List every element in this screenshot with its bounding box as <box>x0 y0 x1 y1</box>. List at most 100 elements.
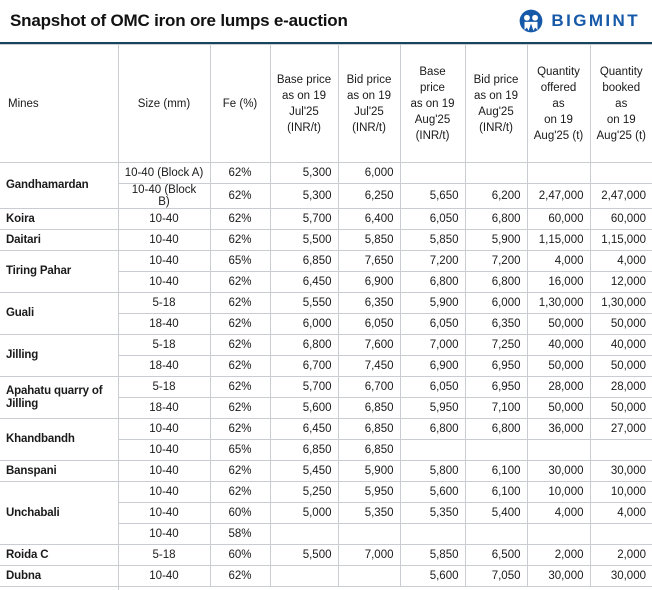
table-row: Roida C 5-18 60% 5,500 7,000 5,850 6,500 2,000 2… <box>0 544 652 566</box>
cell-bid-jul: 6,350 <box>337 292 401 314</box>
mine-name-cell: Roida C <box>0 544 119 566</box>
mine-name-cell: Guali <box>0 292 119 335</box>
cell-fe: 62% <box>209 229 271 251</box>
cell-qty-booked <box>589 439 652 461</box>
mine-name-cell: Jilling <box>0 334 119 377</box>
table-row: Jilling 5-18 62% 6,800 7,600 7,000 7,250 40,000… <box>0 334 652 377</box>
cell-base-aug: 5,850 <box>399 544 466 566</box>
cell-base-aug: 5,950 <box>399 397 466 419</box>
cell-bid-jul: 6,000 <box>337 162 401 184</box>
cell-bid-aug: 6,800 <box>464 418 528 440</box>
cell-base-aug <box>399 523 466 545</box>
cell-qty-booked: 28,000 <box>589 376 652 398</box>
col-header-line: Aug'25 (t) <box>533 129 584 142</box>
cell-bid-aug <box>464 162 528 184</box>
cell-size: 10-40 <box>117 229 211 251</box>
cell-base-jul: 5,000 <box>269 502 339 524</box>
total-row: Total 9,02,0008,89,000 <box>0 586 652 590</box>
cell-size: 10-40 (Block A) <box>117 162 211 184</box>
cell-size: 5-18 <box>117 334 211 356</box>
col-header-line: Base price <box>276 73 332 86</box>
col-header-line: Quantity <box>537 65 580 78</box>
cell-size: 18-40 <box>118 313 211 335</box>
cell-size: 10-40 <box>118 271 211 293</box>
cell-bid-aug: 6,800 <box>464 208 528 230</box>
col-header-line: (INR/t) <box>287 121 321 134</box>
cell-base-jul: 6,450 <box>269 271 339 293</box>
col-header-line: (INR/t) <box>415 129 450 142</box>
cell-qty-offered: 4,000 <box>526 502 591 524</box>
cell-qty-booked: 40,000 <box>589 334 652 356</box>
cell-size: 18-40 <box>118 397 211 419</box>
cell-qty-booked: 1,15,000 <box>589 229 652 251</box>
cell-base-jul: 6,000 <box>269 313 339 335</box>
mine-name-cell: Banspani <box>0 460 119 482</box>
cell-bid-aug: 6,950 <box>464 355 528 377</box>
col-header-line: Bid price <box>346 73 392 86</box>
cell-size: 5-18 <box>117 376 211 398</box>
cell-bid-jul: 5,900 <box>337 460 401 482</box>
cell-bid-aug: 6,350 <box>464 313 528 335</box>
col-header-line: Quantity <box>599 65 643 78</box>
total-base-jul <box>270 586 338 590</box>
cell-base-jul <box>269 565 339 587</box>
col-header-line: Aug'25 <box>478 105 514 118</box>
cell-base-jul <box>269 523 339 545</box>
table-body: Gandhamardan 10-40 (Block A) 62% 5,300 6,000… <box>0 162 652 590</box>
cell-base-jul: 5,300 <box>269 183 339 209</box>
cell-qty-offered: 50,000 <box>526 355 591 377</box>
mine-name-cell: Dubna <box>0 565 119 587</box>
cell-qty-offered: 30,000 <box>526 565 591 587</box>
cell-qty-booked: 60,000 <box>589 208 652 230</box>
cell-bid-jul: 5,950 <box>337 481 401 503</box>
cell-size: 5-18 <box>117 544 211 566</box>
col-header-line: Size (mm) <box>137 97 191 110</box>
cell-qty-offered: 4,000 <box>526 250 591 272</box>
cell-base-aug: 5,600 <box>399 481 466 503</box>
col-header-line: on 19 <box>544 113 573 126</box>
cell-qty-booked <box>589 162 652 184</box>
cell-base-jul: 5,300 <box>269 162 339 184</box>
cell-qty-booked: 50,000 <box>589 313 652 335</box>
mine-name-cell: Daitari <box>0 229 119 251</box>
table-row: Dubna 10-40 62% 5,600 7,050 30,000 30,000 <box>0 565 652 587</box>
cell-bid-jul: 6,850 <box>337 439 401 461</box>
cell-base-jul: 5,250 <box>269 481 339 503</box>
col-header-line: Bid price <box>473 73 519 86</box>
cell-bid-jul: 6,400 <box>337 208 401 230</box>
cell-qty-booked: 30,000 <box>589 565 652 587</box>
cell-size: 5-18 <box>117 292 211 314</box>
cell-fe: 62% <box>209 183 271 209</box>
cell-qty-booked: 10,000 <box>589 481 652 503</box>
cell-fe: 62% <box>209 418 271 440</box>
cell-base-aug: 6,800 <box>399 271 466 293</box>
cell-qty-offered: 28,000 <box>526 376 591 398</box>
col-header-size: Size (mm) <box>117 44 211 163</box>
cell-bid-aug: 6,200 <box>464 183 528 209</box>
cell-fe: 62% <box>209 376 271 398</box>
col-header-base-price-aug: Base price as on 19 Aug'25 (INR/t) <box>399 44 466 163</box>
cell-fe: 58% <box>209 523 271 545</box>
cell-qty-offered: 30,000 <box>526 460 591 482</box>
col-header-line: Fe (%) <box>222 97 258 110</box>
cell-bid-jul: 6,700 <box>337 376 401 398</box>
table-row: Tiring Pahar 10-40 65% 6,850 7,650 7,200 7,200… <box>0 250 652 293</box>
total-label: Total <box>0 586 119 590</box>
cell-bid-jul <box>337 565 401 587</box>
cell-base-aug: 6,050 <box>399 313 466 335</box>
table-row: 10-40 60% 5,000 5,350 5,350 5,400 4,000 4,000 <box>0 502 652 524</box>
mine-name-cell: Unchabali <box>0 481 119 545</box>
cell-base-aug: 6,050 <box>399 376 466 398</box>
cell-bid-aug: 6,100 <box>464 481 528 503</box>
cell-base-jul: 5,700 <box>269 376 339 398</box>
cell-qty-offered: 2,47,000 <box>526 183 591 209</box>
cell-qty-booked: 2,000 <box>589 544 652 566</box>
total-fe <box>210 586 270 590</box>
cell-bid-aug: 6,800 <box>464 271 528 293</box>
cell-base-aug: 5,800 <box>399 460 466 482</box>
cell-bid-jul: 5,350 <box>337 502 401 524</box>
mine-name-cell: Gandhamardan <box>0 162 119 209</box>
cell-base-aug: 5,850 <box>399 229 466 251</box>
auction-table: Mines Size (mm) Fe (%) Base price as on 1… <box>0 44 652 590</box>
cell-base-jul: 5,500 <box>269 544 339 566</box>
